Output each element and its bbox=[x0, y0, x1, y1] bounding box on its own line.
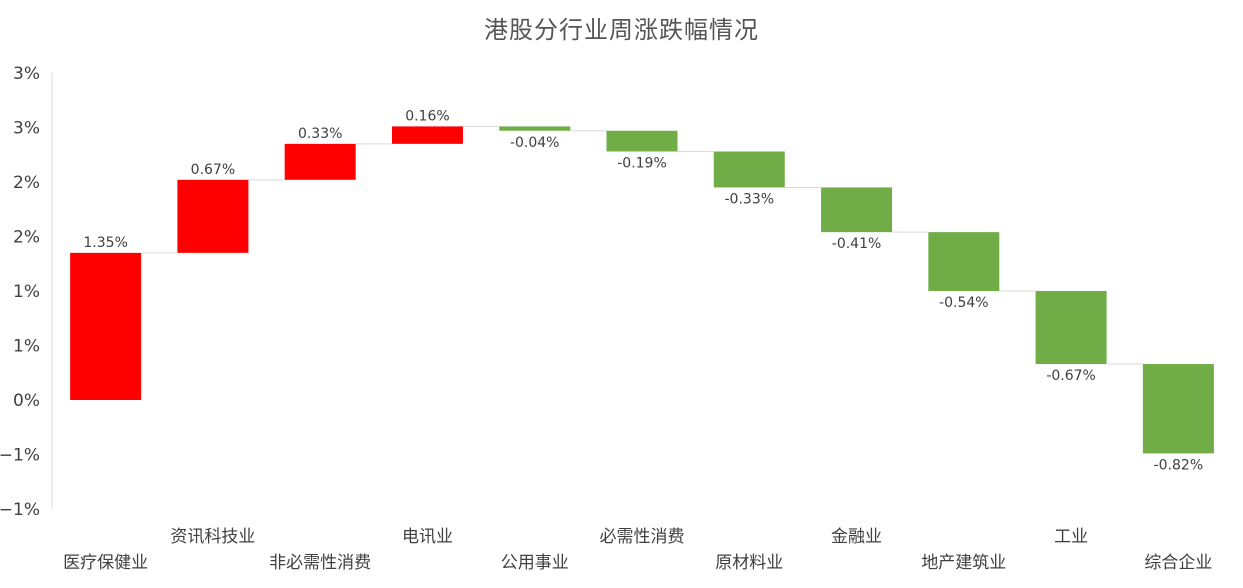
y-tick-labels: 3% 3% 2% 2% 1% 1% 0% −1% −1% bbox=[0, 64, 40, 520]
x-tick-label: 电讯业 bbox=[402, 527, 453, 547]
y-tick-label: 2% bbox=[13, 228, 40, 248]
x-tick-label: 综合企业 bbox=[1144, 553, 1212, 573]
data-label: -0.04% bbox=[510, 135, 560, 151]
data-label: -0.54% bbox=[939, 295, 989, 311]
connectors-layer bbox=[141, 125, 1143, 365]
x-tick-label: 资讯科技业 bbox=[170, 527, 255, 547]
data-label: -0.67% bbox=[1046, 368, 1096, 384]
waterfall-bar bbox=[70, 252, 142, 400]
x-tick-label: 必需性消费 bbox=[600, 527, 685, 547]
y-tick-label: 0% bbox=[13, 391, 40, 411]
data-label: -0.82% bbox=[1154, 457, 1204, 473]
y-tick-label: 1% bbox=[13, 337, 40, 357]
data-label: 0.67% bbox=[191, 162, 235, 178]
data-label: -0.41% bbox=[832, 236, 882, 252]
data-label: 0.33% bbox=[298, 126, 342, 142]
waterfall-bar bbox=[391, 126, 463, 144]
x-tick-label: 地产建筑业 bbox=[921, 553, 1006, 573]
waterfall-bar bbox=[821, 187, 893, 233]
waterfall-bar bbox=[499, 126, 571, 131]
data-label: -0.19% bbox=[617, 155, 667, 171]
waterfall-bar bbox=[713, 151, 785, 188]
waterfall-bar bbox=[606, 130, 678, 152]
y-tick-label: −1% bbox=[0, 446, 40, 466]
data-label: -0.33% bbox=[725, 191, 775, 207]
bars-layer bbox=[70, 126, 1214, 454]
data-labels: 1.35% 0.67% 0.33% 0.16% -0.04% -0.19% -0.33% -0… bbox=[83, 108, 1203, 473]
x-tick-label: 工业 bbox=[1054, 527, 1088, 547]
y-tick-label: 3% bbox=[13, 64, 40, 84]
data-label: 1.35% bbox=[83, 235, 127, 251]
y-tick-label: 3% bbox=[13, 119, 40, 139]
x-tick-label: 公用事业 bbox=[501, 553, 569, 573]
waterfall-bar bbox=[284, 143, 356, 180]
x-tick-label: 原材料业 bbox=[715, 553, 783, 573]
waterfall-bar bbox=[1142, 364, 1214, 454]
y-tick-label: 1% bbox=[13, 282, 40, 302]
chart-title: 港股分行业周涨跌幅情况 bbox=[484, 16, 759, 44]
x-tick-label: 医疗保健业 bbox=[63, 553, 148, 573]
x-tick-label: 金融业 bbox=[831, 527, 882, 547]
waterfall-bar bbox=[928, 232, 1000, 291]
y-tick-label: 2% bbox=[13, 173, 40, 193]
waterfall-bar bbox=[177, 179, 249, 253]
x-tick-label: 非必需性消费 bbox=[269, 553, 371, 573]
y-tick-label: −1% bbox=[0, 500, 40, 520]
data-label: 0.16% bbox=[405, 108, 449, 124]
waterfall-bar bbox=[1035, 291, 1107, 365]
